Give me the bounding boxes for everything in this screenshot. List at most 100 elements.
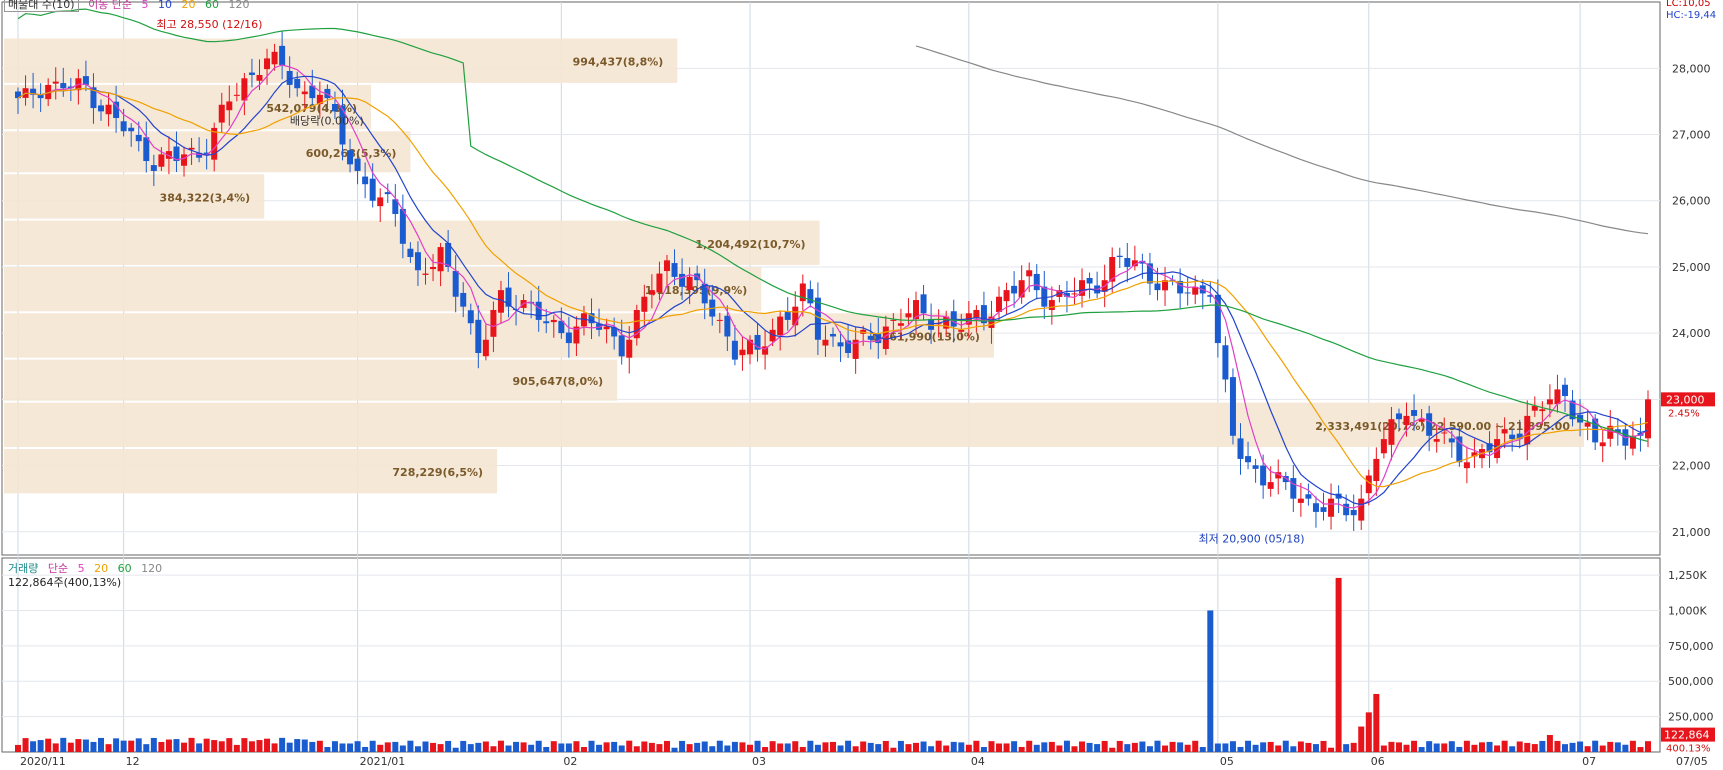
volume-bar (754, 740, 761, 752)
volume-bar (1282, 740, 1289, 752)
ma20-period: 20 (181, 0, 196, 11)
candle-body (905, 313, 912, 318)
candle-body (1335, 493, 1342, 499)
volume-bar (1094, 744, 1101, 752)
candle-body (1290, 478, 1297, 499)
candle-body (422, 273, 429, 275)
candle-body (1471, 452, 1478, 457)
candle-body (1146, 263, 1153, 284)
candle-body (1411, 410, 1418, 416)
volume-bar (324, 746, 331, 752)
candle-body (233, 94, 240, 96)
candle-body (580, 313, 587, 327)
volume-bar (1101, 740, 1108, 752)
candle-body (1229, 377, 1236, 436)
volume-bar (799, 746, 806, 752)
volume-ma-label: 단순 (47, 562, 69, 575)
volume-bar (1079, 741, 1086, 752)
candle-body (445, 242, 452, 267)
volume-profile-bar (4, 313, 994, 358)
volume-bar (580, 746, 587, 752)
volume-bar (294, 739, 301, 752)
volume-bar (558, 743, 565, 752)
volume-bar (573, 741, 580, 752)
volume-bar (196, 743, 203, 752)
volume-bar (1448, 741, 1455, 752)
volume-bar (30, 741, 37, 752)
ma60-line (17, 8, 1649, 442)
candle-body (497, 290, 504, 313)
candle-body (988, 316, 995, 328)
candle-body (1071, 293, 1078, 295)
candle-body (603, 326, 610, 330)
volume-bar (588, 740, 595, 752)
corner-info: LC:10,05 HC:-19,44 (1666, 0, 1716, 22)
candle-body (1320, 507, 1327, 512)
volume-bar (1471, 744, 1478, 752)
volume-bar (1109, 747, 1116, 752)
volume-bar (1048, 741, 1055, 752)
candle-body (407, 248, 414, 258)
volume-bar (1509, 746, 1516, 752)
ma5-period: 5 (141, 0, 149, 11)
candle-body (837, 342, 844, 347)
volume-bar (528, 744, 535, 752)
candle-body (641, 296, 648, 312)
volume-bar (1131, 742, 1138, 752)
candle-body (1373, 458, 1380, 482)
candle-body (1139, 260, 1146, 264)
volume-bar (1184, 744, 1191, 752)
candle-body (996, 296, 1003, 313)
candle-body (762, 346, 769, 355)
volume-bar (354, 741, 361, 752)
candle-body (1343, 503, 1350, 516)
candle-body (256, 74, 263, 81)
volume-bar (188, 737, 195, 752)
candle-body (143, 137, 150, 162)
volume-bar (724, 745, 731, 752)
volume-bar (543, 747, 550, 752)
candle-body (1192, 286, 1199, 295)
candle-body (671, 263, 678, 277)
volume-tick-label: 1,000K (1668, 604, 1707, 617)
candle-body (1162, 280, 1169, 291)
volume-bar (1297, 741, 1304, 752)
candle-body (1297, 498, 1304, 503)
volume-bar (309, 741, 316, 752)
candle-body (286, 70, 293, 85)
candle-body (1426, 413, 1433, 436)
volume-bar (1305, 742, 1312, 752)
candle-body (1629, 435, 1636, 449)
candle-body (550, 319, 557, 323)
candle-body (882, 326, 889, 350)
volume-bar (1494, 745, 1501, 752)
volume-bar (535, 740, 542, 752)
candle-body (1418, 419, 1425, 422)
candle-body (1048, 300, 1055, 310)
volume-bar (1237, 746, 1244, 752)
price-tick-label: 21,000 (1672, 526, 1711, 539)
candle-body (45, 84, 52, 100)
volume-bar (203, 738, 210, 752)
volume-bar (830, 741, 836, 752)
volume-profile-bar (4, 449, 498, 494)
low-marker-label: 최저 20,900 (05/18) (1199, 532, 1305, 545)
candle-body (1494, 439, 1501, 459)
candle-body (1350, 509, 1357, 516)
volume-bar (641, 741, 648, 752)
candle-body (1441, 432, 1448, 434)
volume-bar (399, 745, 406, 752)
candle-body (1109, 257, 1116, 282)
candle-body (294, 78, 301, 89)
candle-body (980, 305, 987, 324)
volume-bar (1645, 741, 1651, 752)
volume-bar (520, 742, 527, 752)
volume-bar (1335, 577, 1342, 752)
volume-bar (565, 743, 572, 752)
candle-body (679, 273, 686, 287)
candle-body (392, 199, 399, 214)
volume-bar (694, 742, 701, 752)
volume-bar (1192, 740, 1199, 752)
volume-bar (626, 740, 633, 752)
